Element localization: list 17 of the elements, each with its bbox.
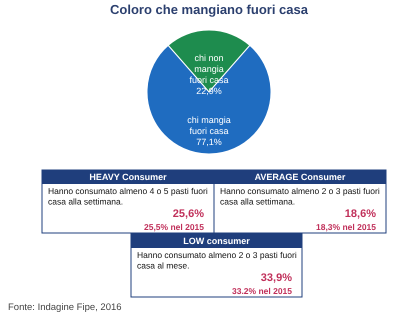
text: LOW consumer: [183, 236, 250, 246]
data-label: 77,1%: [196, 136, 222, 147]
text: Hanno consumato almeno 2 o 3 pasti fuori casa alla settimana.: [220, 186, 380, 206]
text: 25,5% nel 2015: [144, 222, 204, 232]
text: HEAVY Consumer: [89, 172, 168, 182]
chart-title: Coloro che mangiano fuori casa: [110, 2, 309, 17]
text: AVERAGE Consumer: [254, 172, 346, 182]
slice-label: chi mangia fuori casa: [187, 114, 231, 136]
text: 25,6%: [172, 208, 204, 220]
text: 33,9%: [260, 272, 292, 284]
data-label: 22,9%: [196, 86, 222, 96]
text: Hanno consumato almeno 4 o 5 pasti fuori casa alla settimana.: [48, 186, 208, 206]
source-note: Fonte: Indagine Fipe, 2016: [8, 302, 122, 313]
text: 33.2% nel 2015: [232, 286, 292, 296]
text: 18,6%: [344, 208, 376, 220]
text: 18,3% nel 2015: [316, 222, 376, 232]
text: Hanno consumato almeno 2 o 3 pasti fuori casa al mese.: [137, 250, 297, 270]
